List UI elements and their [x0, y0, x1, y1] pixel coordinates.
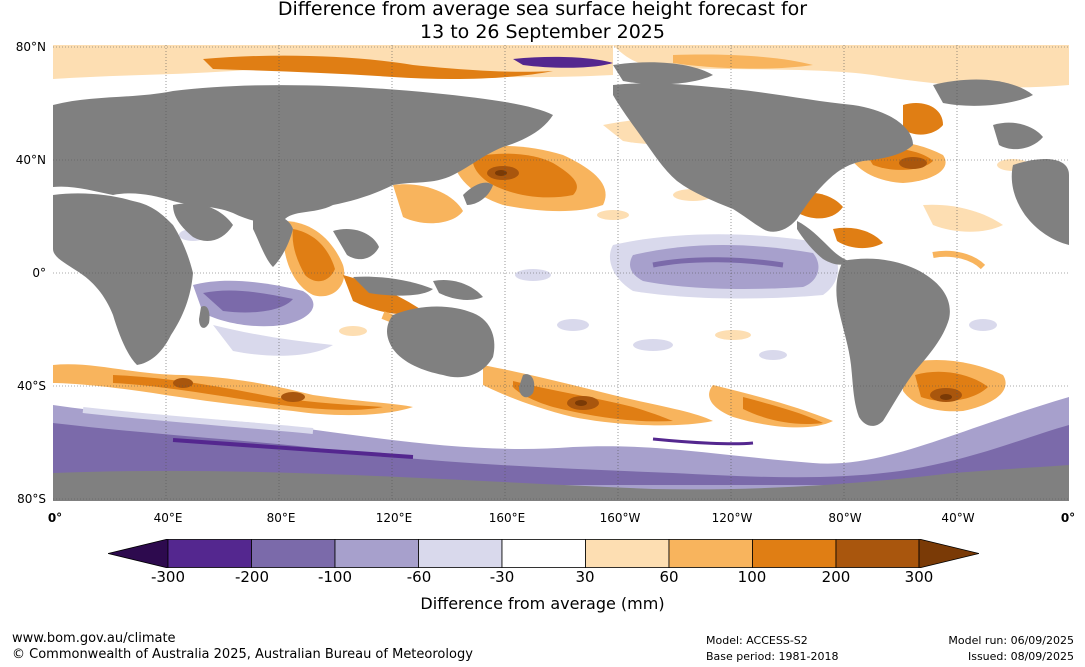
legend-colorbar [107, 538, 980, 569]
footer-issued: Issued: 08/09/2025 [967, 650, 1074, 663]
lat-label-80s: 80°S [17, 492, 46, 506]
legend-swatch--30-30 [501, 539, 586, 568]
lon-label-160e: 160°E [488, 511, 526, 525]
southern-warm-anomaly [53, 360, 1006, 428]
footer-dates: Model run: 06/09/2025 Issued: 08/09/2025 [948, 633, 1074, 665]
lat-label-equator: 0° [32, 266, 46, 280]
legend-swatch-60-100 [668, 539, 753, 568]
madagascar-land [199, 305, 210, 328]
lon-label-80w: 80°W [828, 511, 862, 525]
central-america-land [797, 221, 849, 265]
greenland-land [933, 79, 1033, 106]
eurasia-land [53, 85, 553, 223]
legend-tick-label: -300 [150, 568, 186, 586]
legend-swatch-30-60 [585, 539, 670, 568]
legend-tick-label: -60 [406, 568, 432, 586]
lon-label-40w: 40°W [941, 511, 975, 525]
southern-ocean-anomaly [53, 397, 1069, 490]
legend-swatch--100--60 [334, 539, 419, 568]
europe-africa-east-land [1011, 159, 1069, 245]
lon-label-120e: 120°E [375, 511, 413, 525]
legend-swatch-above-300 [918, 538, 980, 569]
legend-swatch--200--100 [251, 539, 336, 568]
north-america-land [613, 83, 913, 232]
legend-swatch-below--300 [107, 538, 169, 569]
legend-tick-label: 30 [575, 568, 595, 586]
australia-land [387, 306, 495, 378]
legend-tick-label: -100 [317, 568, 353, 586]
footer-url: www.bom.gov.au/climate [12, 631, 176, 646]
legend-tick-label: 60 [659, 568, 679, 586]
new-zealand-land [519, 374, 535, 398]
footer-base-period: Base period: 1981-2018 [706, 650, 839, 663]
japan-land [463, 182, 493, 205]
new-guinea-land [433, 279, 483, 300]
legend-swatch--60--30 [418, 539, 503, 568]
legend-swatch--300--200 [167, 539, 252, 568]
indonesia-land [353, 276, 433, 296]
south-america-land [836, 258, 950, 426]
lat-label-80n: 80°N [15, 40, 46, 54]
legend-tick-label: 100 [737, 568, 767, 586]
indian-ocean-anomaly [193, 280, 333, 356]
legend-tick-label: 200 [821, 568, 851, 586]
lon-label-120w: 120°W [711, 511, 753, 525]
lat-label-40s: 40°S [17, 379, 46, 393]
lon-label-40e: 40°E [153, 511, 183, 525]
footer-credits: www.bom.gov.au/climate © Commonwealth of… [12, 631, 473, 663]
legend-swatch-100-200 [752, 539, 837, 568]
lon-label-160w: 160°W [599, 511, 641, 525]
africa-land [53, 193, 193, 365]
legend-tick-label: -200 [234, 568, 270, 586]
graticule [53, 45, 1069, 501]
footer-model-run: Model run: 06/09/2025 [948, 634, 1074, 647]
arabia-land [173, 203, 233, 241]
lon-label-80e: 80°E [266, 511, 296, 525]
western-europe-land [993, 122, 1043, 150]
lat-label-40n: 40°N [15, 153, 46, 167]
sea-surface-height-map [53, 45, 1069, 501]
se-asia-land [333, 228, 379, 260]
legend-tick-label: 300 [904, 568, 934, 586]
legend-swatch-200-300 [835, 539, 920, 568]
equatorial-pacific-anomaly [609, 234, 838, 299]
lon-label-0: 0° [47, 511, 63, 525]
atlantic-warm-anomaly [793, 103, 1003, 270]
map-title: Difference from average sea surface heig… [277, 0, 808, 43]
india-land [253, 213, 293, 267]
footer-model: Model: ACCESS-S2 [706, 634, 808, 647]
legend-title: Difference from average (mm) [420, 594, 665, 613]
footer-copyright: © Commonwealth of Australia 2025, Austra… [12, 647, 473, 662]
footer-model-info: Model: ACCESS-S2 Base period: 1981-2018 [706, 633, 838, 665]
arctic-island-land [613, 62, 713, 85]
lon-label-360: 0° [1060, 511, 1076, 525]
antarctica-land [53, 465, 1069, 501]
arctic-warm-anomaly [53, 45, 1069, 88]
land-masses [53, 62, 1069, 501]
legend-tick-label: -30 [489, 568, 515, 586]
